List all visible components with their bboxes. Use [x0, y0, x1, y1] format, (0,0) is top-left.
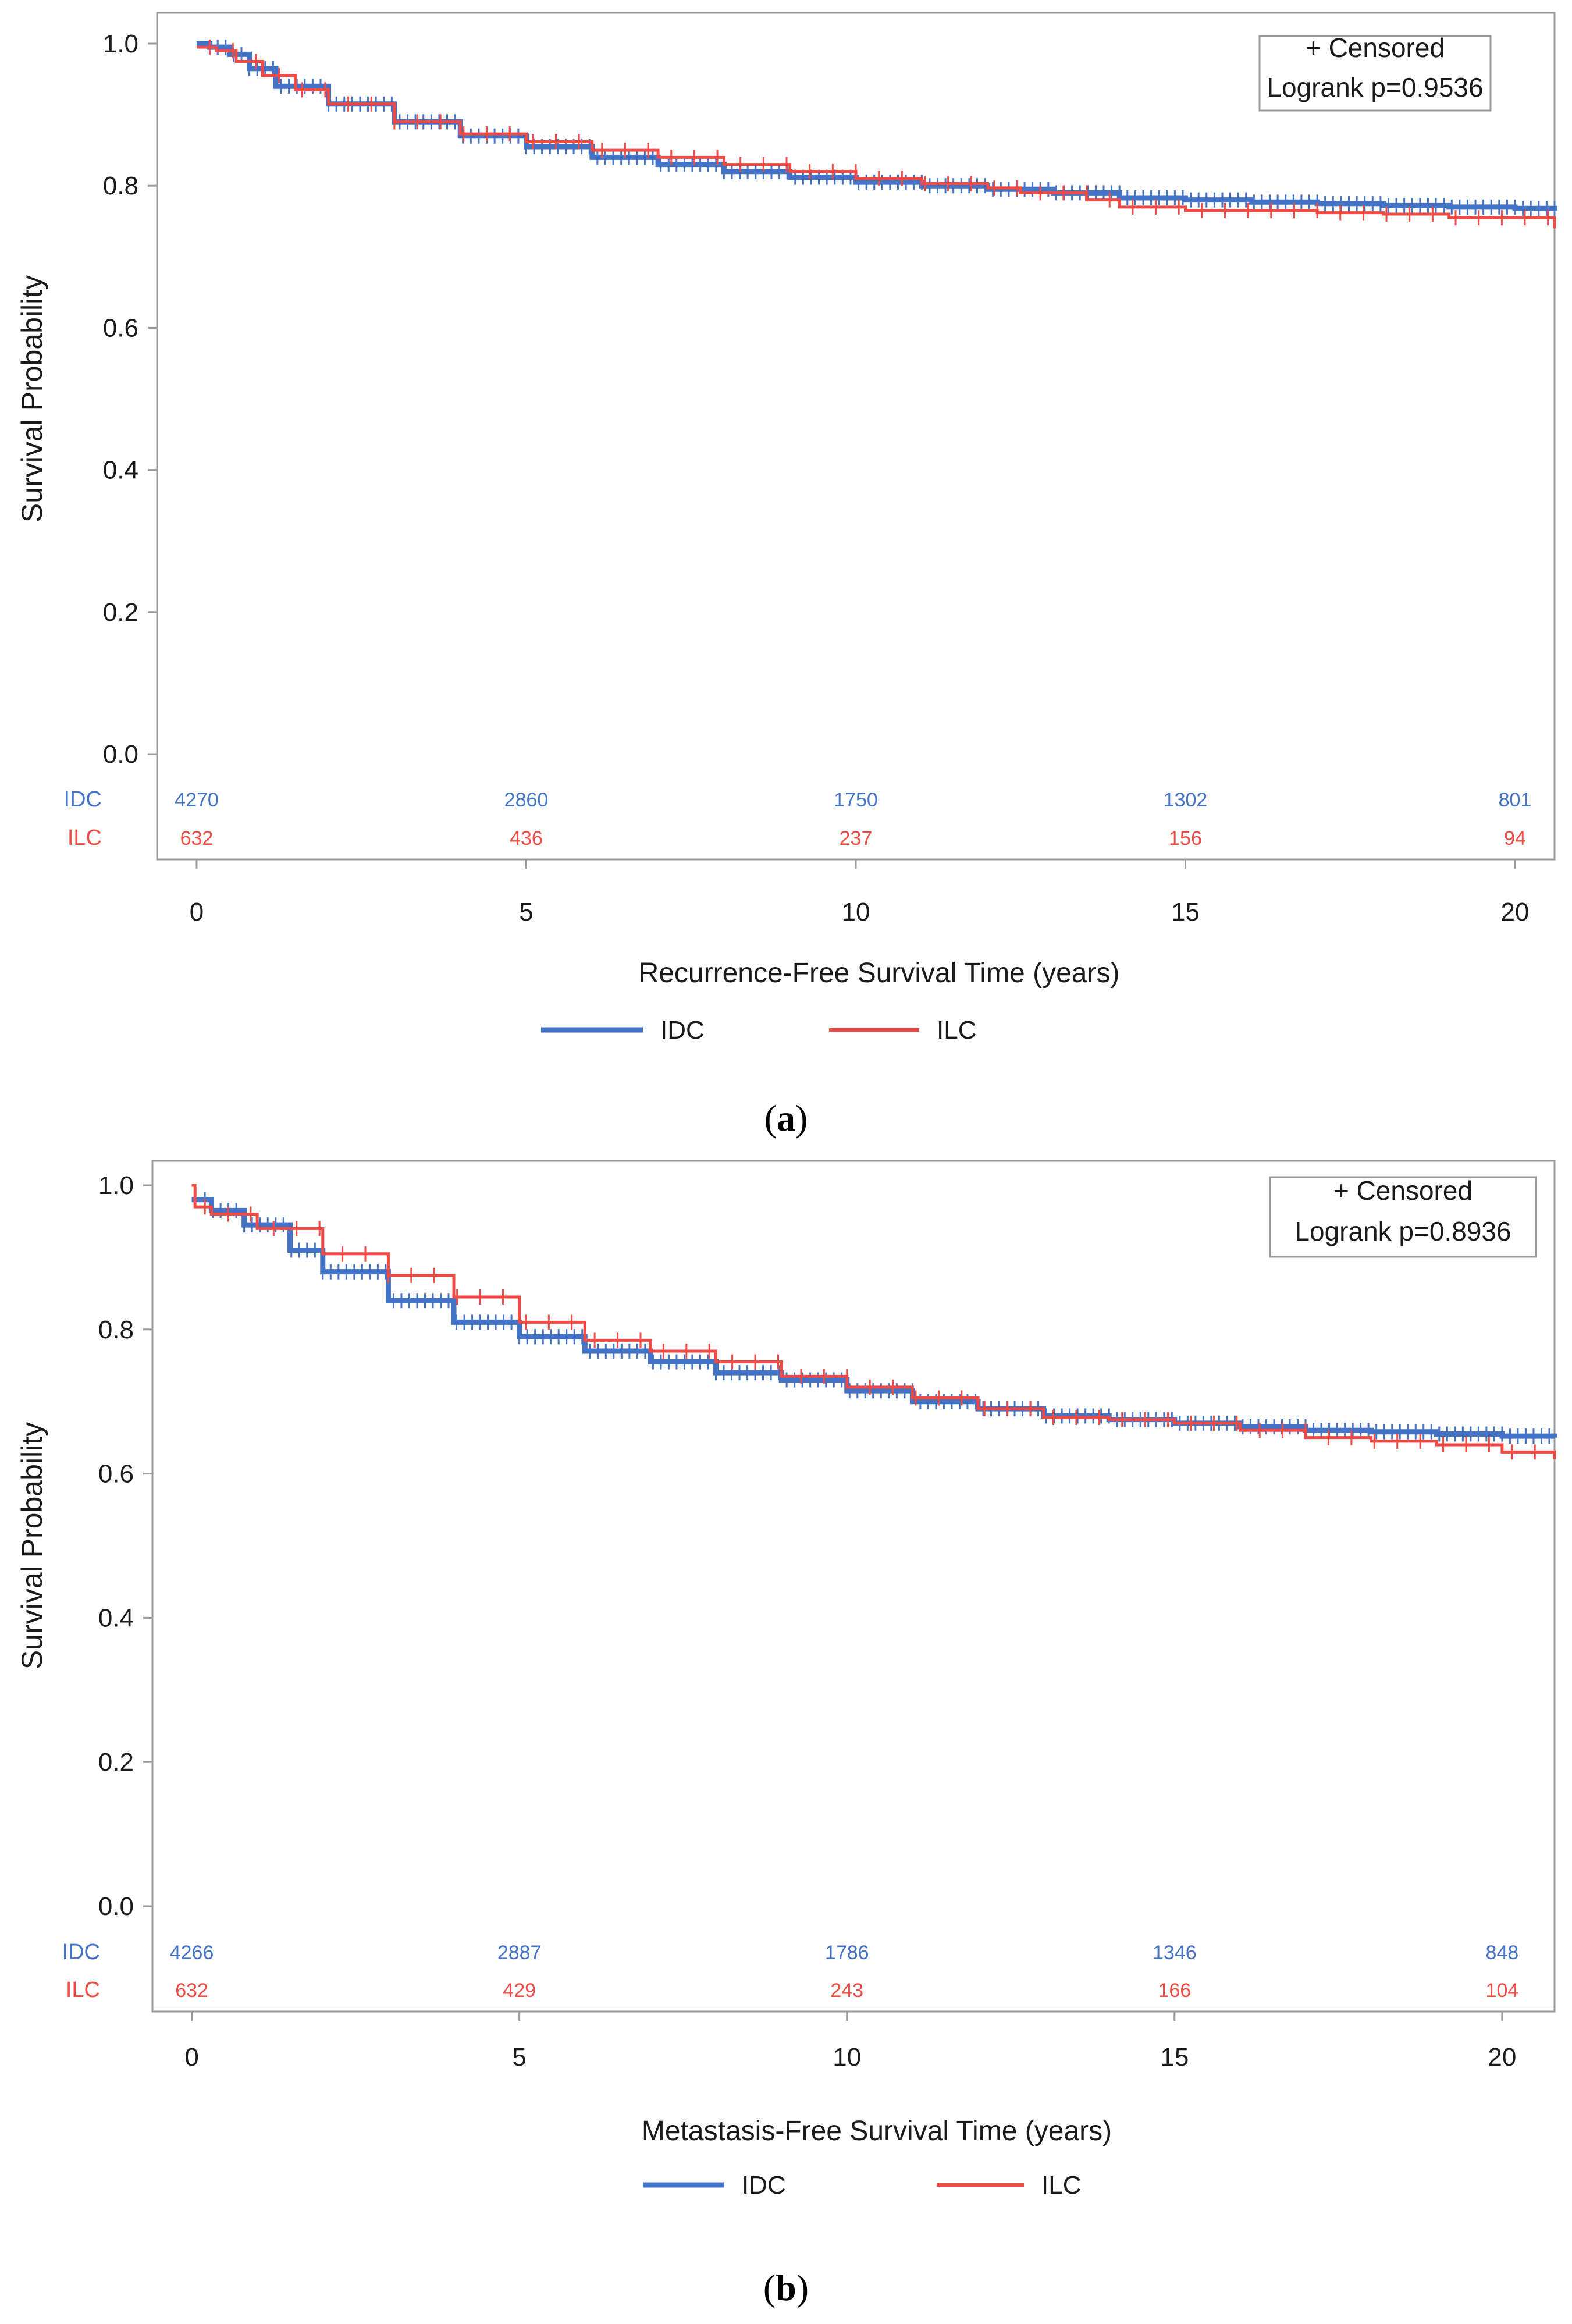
risk-count-idc: 4266 — [170, 1942, 214, 1964]
legend-label-ilc: ILC — [1041, 2171, 1081, 2199]
y-tick-label: 0.8 — [98, 1316, 134, 1344]
panel-a: 0.0 0.2 0.4 0.6 0.8 1.0 0 5 10 15 20 Survival Proba… — [0, 0, 1572, 1152]
risk-count-ilc: 436 — [510, 827, 543, 850]
x-tick-label: 0 — [190, 898, 204, 926]
y-tick-label: 1.0 — [98, 1171, 134, 1200]
risk-count-ilc: 632 — [175, 1980, 208, 2002]
panel-b-sublabel: (b) — [763, 2267, 809, 2308]
risk-count-idc: 848 — [1486, 1942, 1519, 1964]
x-tick-label: 15 — [1171, 898, 1200, 926]
risk-count-idc: 1750 — [834, 789, 878, 811]
x-tick-label: 20 — [1488, 2043, 1516, 2071]
x-tick-label: 10 — [842, 898, 870, 926]
risk-count-idc: 1346 — [1153, 1942, 1197, 1964]
risk-count-ilc: 166 — [1158, 1980, 1191, 2002]
y-tick-label: 0.0 — [103, 740, 138, 769]
x-tick-label: 5 — [512, 2043, 526, 2071]
risk-count-idc: 1786 — [825, 1942, 869, 1964]
legend-box — [1269, 1176, 1537, 1258]
y-tick-label: 0.6 — [98, 1460, 134, 1488]
risk-count-ilc: 243 — [830, 1980, 863, 2002]
legend-label-idc: IDC — [660, 1016, 705, 1044]
legend-logrank-label: Logrank p=0.9536 — [1267, 72, 1483, 102]
y-axis-title: Survival Probability — [16, 1422, 48, 1669]
legend-censored-label: + Censored — [1333, 1175, 1473, 1206]
risk-count-ilc: 632 — [180, 827, 214, 850]
x-tick-label: 10 — [833, 2043, 861, 2071]
panel-a-sublabel: (a) — [764, 1097, 808, 1139]
legend-censored-label: + Censored — [1306, 33, 1445, 63]
risk-count-ilc: 237 — [840, 827, 873, 850]
legend-box — [1258, 35, 1492, 112]
y-tick-label: 1.0 — [103, 30, 138, 58]
y-tick-label: 0.0 — [98, 1892, 134, 1921]
censor-marks-ilc — [204, 1199, 1536, 1460]
x-tick-label: 0 — [184, 2043, 198, 2071]
legend-logrank-label: Logrank p=0.8936 — [1294, 1216, 1511, 1246]
risk-count-ilc: 94 — [1504, 827, 1526, 850]
y-tick-label: 0.4 — [103, 456, 138, 485]
y-tick-label: 0.2 — [103, 598, 138, 627]
risk-count-idc: 4270 — [175, 789, 219, 811]
x-tick-label: 15 — [1160, 2043, 1189, 2071]
risk-count-idc: 1302 — [1164, 789, 1208, 811]
risk-row-label-ilc: ILC — [66, 1978, 100, 2002]
risk-count-idc: 2887 — [497, 1942, 542, 1964]
y-tick-label: 0.2 — [98, 1748, 134, 1776]
x-tick-label: 5 — [519, 898, 533, 926]
risk-count-ilc: 104 — [1486, 1980, 1519, 2002]
risk-row-label-idc: IDC — [64, 787, 102, 812]
legend-label-ilc: ILC — [937, 1016, 976, 1044]
x-axis-title: Metastasis-Free Survival Time (years) — [642, 2116, 1112, 2147]
risk-row-label-ilc: ILC — [67, 826, 102, 850]
risk-row-label-idc: IDC — [62, 1940, 100, 1964]
plot-frame — [151, 1160, 1556, 2013]
plot-frame — [156, 12, 1556, 861]
risk-count-idc: 2860 — [504, 789, 549, 811]
y-tick-label: 0.4 — [98, 1604, 134, 1632]
x-axis-title: Recurrence-Free Survival Time (years) — [639, 958, 1120, 989]
risk-count-ilc: 156 — [1169, 827, 1202, 850]
x-tick-label: 20 — [1501, 898, 1530, 926]
risk-count-idc: 801 — [1499, 789, 1532, 811]
censor-marks-ilc — [209, 40, 1549, 226]
risk-count-ilc: 429 — [503, 1980, 536, 2002]
legend-label-idc: IDC — [742, 2171, 786, 2199]
km-chart-recurrence-free: 0.0 0.2 0.4 0.6 0.8 1.0 0 5 10 15 20 Survival Proba… — [16, 12, 1557, 1044]
y-tick-label: 0.6 — [103, 314, 138, 342]
panel-b: 0.0 0.2 0.4 0.6 0.8 1.0 0 5 10 15 20 Survival Proba… — [0, 1152, 1572, 2324]
km-chart-metastasis-free: 0.0 0.2 0.4 0.6 0.8 1.0 0 5 10 15 20 Survival Proba… — [16, 1160, 1557, 2199]
y-tick-label: 0.8 — [103, 172, 138, 200]
y-axis-title: Survival Probability — [16, 275, 48, 523]
